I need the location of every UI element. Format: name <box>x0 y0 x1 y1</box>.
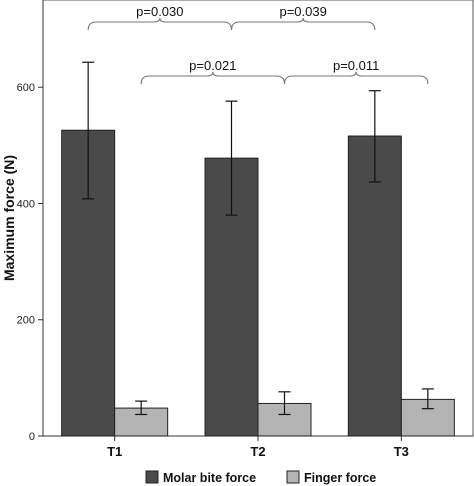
legend-label: Molar bite force <box>163 471 256 485</box>
y-tick-label: 0 <box>29 431 35 443</box>
y-tick-label: 200 <box>17 315 35 327</box>
significance-bracket <box>230 17 376 31</box>
significance-label: p=0.021 <box>189 58 236 73</box>
significance-label: p=0.011 <box>333 58 379 73</box>
y-ticks: 0 200 400 600 <box>17 82 43 443</box>
legend-label: Finger force <box>304 471 376 485</box>
legend-swatch <box>145 470 159 484</box>
x-tick-label: T2 <box>250 444 265 459</box>
y-tick-label: 400 <box>17 198 35 210</box>
x-tick-labels: T1 T2 T3 <box>107 436 409 459</box>
bar <box>347 135 402 437</box>
y-tick-label: 600 <box>17 82 35 94</box>
legend: Molar bite force Finger force <box>145 470 376 485</box>
significance-label: p=0.039 <box>279 4 326 19</box>
x-tick-label: T3 <box>394 444 409 459</box>
significance-annotations: p=0.030 p=0.039 p=0.021 p=0.011 <box>87 4 429 85</box>
error-bars <box>82 61 434 416</box>
significance-bracket <box>87 17 233 31</box>
significance-bracket <box>283 71 429 85</box>
significance-bracket <box>140 71 286 85</box>
x-tick-label: T1 <box>107 444 122 459</box>
legend-swatch <box>286 470 300 484</box>
y-axis-title: Maximum force (N) <box>1 155 17 281</box>
significance-label: p=0.030 <box>136 4 183 19</box>
bars <box>61 129 455 437</box>
